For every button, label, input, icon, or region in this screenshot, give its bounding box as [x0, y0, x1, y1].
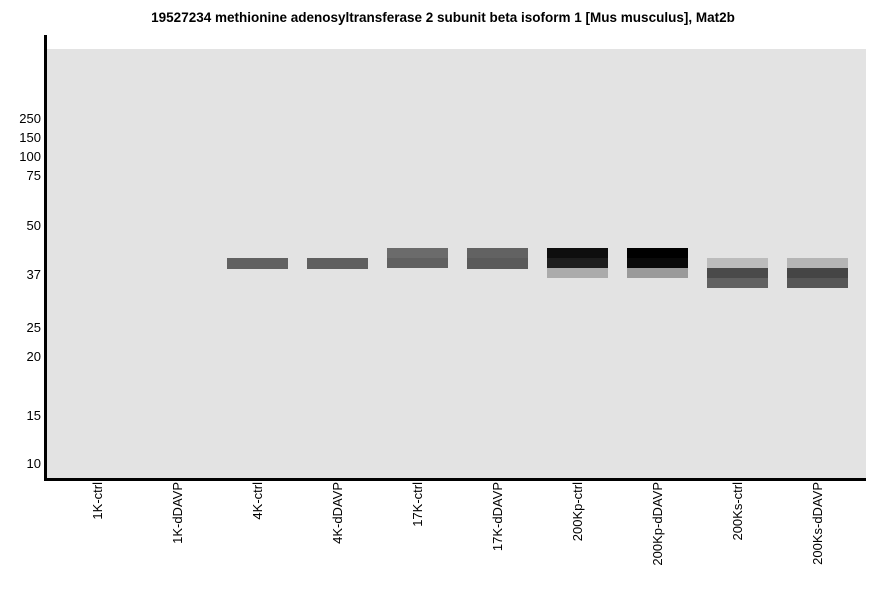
band-200Ks-ctrl-seg3 [706, 278, 768, 288]
band-200Kp-ctrl-seg3 [546, 268, 608, 278]
y-tick-label-10: 10 [26, 456, 41, 471]
x-axis-line [44, 478, 866, 481]
lane-label-17K-ctrl: 17K-ctrl [409, 482, 425, 527]
band-17K-dDAVP-seg2 [466, 258, 528, 269]
band-200Kp-ctrl-seg2 [546, 258, 608, 268]
chart-title: 19527234 methionine adenosyltransferase … [151, 10, 735, 25]
lane-label-17K-dDAVP: 17K-dDAVP [489, 482, 505, 552]
band-4K-dDAVP-seg1 [306, 258, 368, 269]
y-tick-label-100: 100 [19, 149, 41, 164]
y-tick-label-37: 37 [26, 267, 41, 282]
y-axis-line [44, 35, 47, 481]
lane-label-1K-ctrl: 1K-ctrl [89, 482, 105, 520]
y-tick-label-25: 25 [26, 320, 41, 335]
band-200Kp-dDAVP-seg2 [626, 258, 688, 268]
band-17K-dDAVP-seg1 [466, 248, 528, 258]
lane-label-4K-ctrl: 4K-ctrl [249, 482, 265, 520]
band-17K-ctrl-seg2 [386, 258, 448, 268]
band-200Kp-dDAVP-seg3 [626, 268, 688, 278]
band-17K-ctrl-seg1 [386, 248, 448, 258]
y-tick-label-20: 20 [26, 349, 41, 364]
band-4K-ctrl-seg1 [226, 258, 288, 269]
lane-label-4K-dDAVP: 4K-dDAVP [329, 482, 345, 544]
band-200Ks-ctrl-seg1 [706, 258, 768, 268]
lane-label-200Ks-dDAVP: 200Ks-dDAVP [809, 482, 825, 565]
y-tick-label-75: 75 [26, 168, 41, 183]
lane-label-1K-dDAVP: 1K-dDAVP [169, 482, 185, 544]
band-200Ks-dDAVP-seg1 [786, 258, 848, 268]
y-tick-label-50: 50 [26, 218, 41, 233]
band-200Kp-ctrl-seg1 [546, 248, 608, 258]
band-200Ks-ctrl-seg2 [706, 268, 768, 278]
lane-label-200Kp-ctrl: 200Kp-ctrl [569, 482, 585, 542]
lane-label-box-200Ks-dDAVP: 200Ks-dDAVP [762, 482, 872, 592]
band-200Ks-dDAVP-seg3 [786, 278, 848, 288]
y-tick-label-250: 250 [19, 111, 41, 126]
band-200Kp-dDAVP-seg1 [626, 248, 688, 258]
y-tick-label-150: 150 [19, 130, 41, 145]
lane-label-200Kp-dDAVP: 200Kp-dDAVP [649, 482, 665, 566]
lane-label-200Ks-ctrl: 200Ks-ctrl [729, 482, 745, 541]
band-200Ks-dDAVP-seg2 [786, 268, 848, 278]
y-tick-label-15: 15 [26, 408, 41, 423]
